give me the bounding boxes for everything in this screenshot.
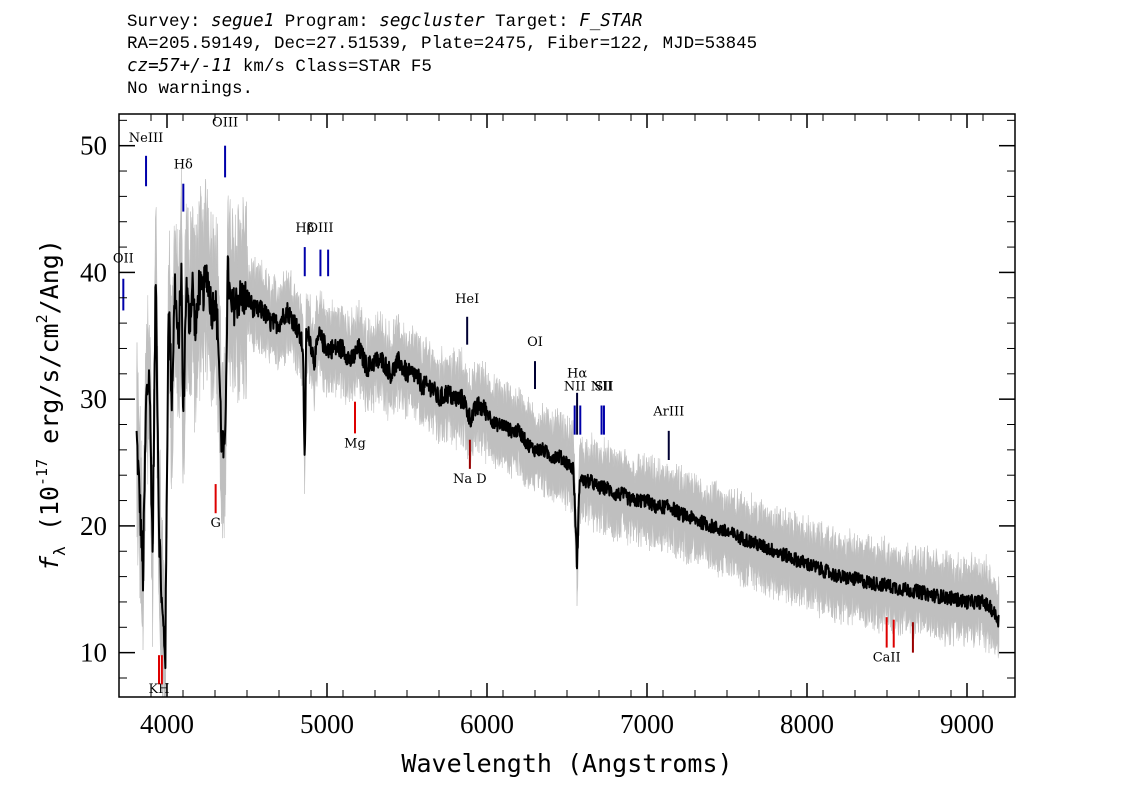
y-tick-label: 40 bbox=[80, 257, 107, 287]
spectral-line-label: Hβ bbox=[295, 221, 314, 236]
header-line-warnings: No warnings. bbox=[127, 79, 254, 99]
y-axis-ticks: 10 20 30 40 50 bbox=[80, 119, 1015, 679]
spectral-line-label: SII bbox=[594, 379, 613, 394]
y-axis-title-scale: (10 bbox=[35, 486, 64, 546]
spectral-line-label: Hδ bbox=[174, 157, 193, 172]
x-tick-label: 6000 bbox=[460, 709, 514, 739]
y-axis-title-subscript: λ bbox=[50, 546, 69, 556]
y-tick-label: 20 bbox=[80, 511, 107, 541]
spectral-line-label: OIII bbox=[212, 116, 238, 131]
spectrum-header: Survey: segue1 Program: segcluster Targe… bbox=[127, 10, 757, 100]
spectral-line-label: Hα bbox=[567, 367, 587, 382]
x-tick-label: 8000 bbox=[780, 709, 834, 739]
target-value: F_STAR bbox=[579, 11, 643, 31]
spectral-line-label: OIII bbox=[307, 221, 333, 236]
x-tick-label: 5000 bbox=[300, 709, 354, 739]
y-tick-label: 50 bbox=[80, 131, 107, 161]
survey-label: Survey: bbox=[127, 12, 201, 32]
spectral-line-label: Na D bbox=[453, 472, 487, 487]
spectral-line-label: Mg bbox=[344, 436, 366, 451]
x-axis-ticks: 4000 5000 6000 7000 8000 9000 bbox=[118, 114, 1016, 739]
spectral-line-label: NII bbox=[564, 379, 586, 394]
y-axis-title-unit-end: /Ang) bbox=[35, 239, 64, 314]
error-band bbox=[136, 166, 1000, 697]
spectral-line-markers: NeIIIHδOIIIHβOIIIOIIHeIOINIIHαNIISIIArII… bbox=[113, 116, 914, 697]
header-line-class: cz=57+/-11 km/s Class=STAR F5 bbox=[127, 55, 757, 78]
header-line-coords: RA=205.59149, Dec=27.51539, Plate=2475, … bbox=[127, 34, 758, 54]
y-axis-title: fλ (10-17 erg/s/cm2/Ang) bbox=[33, 239, 69, 571]
survey-value: segue1 bbox=[211, 11, 275, 31]
cz-value: cz=57+/-11 bbox=[127, 56, 233, 76]
x-tick-label: 4000 bbox=[140, 709, 194, 739]
y-axis-title-symbol: f bbox=[35, 555, 64, 571]
spectral-line-label: ArIII bbox=[652, 405, 684, 420]
spectral-line-label: OII bbox=[113, 251, 134, 266]
spectral-line-label: NII bbox=[591, 379, 613, 394]
program-value: segcluster bbox=[379, 11, 485, 31]
x-axis-title: Wavelength (Angstroms) bbox=[401, 749, 732, 778]
target-label: Target: bbox=[495, 12, 569, 32]
y-tick-label: 10 bbox=[80, 638, 107, 668]
spectral-line-label: KH bbox=[148, 682, 169, 697]
y-axis-title-unit-exponent: 2 bbox=[33, 314, 51, 323]
class-value: km/s Class=STAR F5 bbox=[232, 57, 432, 77]
spectral-line-label: NeIII bbox=[129, 131, 163, 146]
y-axis-title-unit: erg/s/cm bbox=[35, 323, 64, 458]
flux-series bbox=[135, 255, 1000, 670]
x-tick-label: 7000 bbox=[620, 709, 674, 739]
spectral-line-label: G bbox=[210, 516, 220, 531]
flux-line bbox=[135, 255, 1000, 670]
spectral-line-label: HeI bbox=[455, 292, 479, 307]
y-tick-label: 30 bbox=[80, 384, 107, 414]
error-band-area bbox=[136, 166, 1000, 697]
header-line-survey: Survey: segue1 Program: segcluster Targe… bbox=[127, 10, 757, 33]
spectral-line-label: CaII bbox=[873, 651, 901, 666]
x-tick-label: 9000 bbox=[940, 709, 994, 739]
spectral-line-label: OI bbox=[527, 335, 543, 350]
y-axis-title-exponent: -17 bbox=[33, 459, 51, 486]
program-label: Program: bbox=[284, 12, 369, 32]
